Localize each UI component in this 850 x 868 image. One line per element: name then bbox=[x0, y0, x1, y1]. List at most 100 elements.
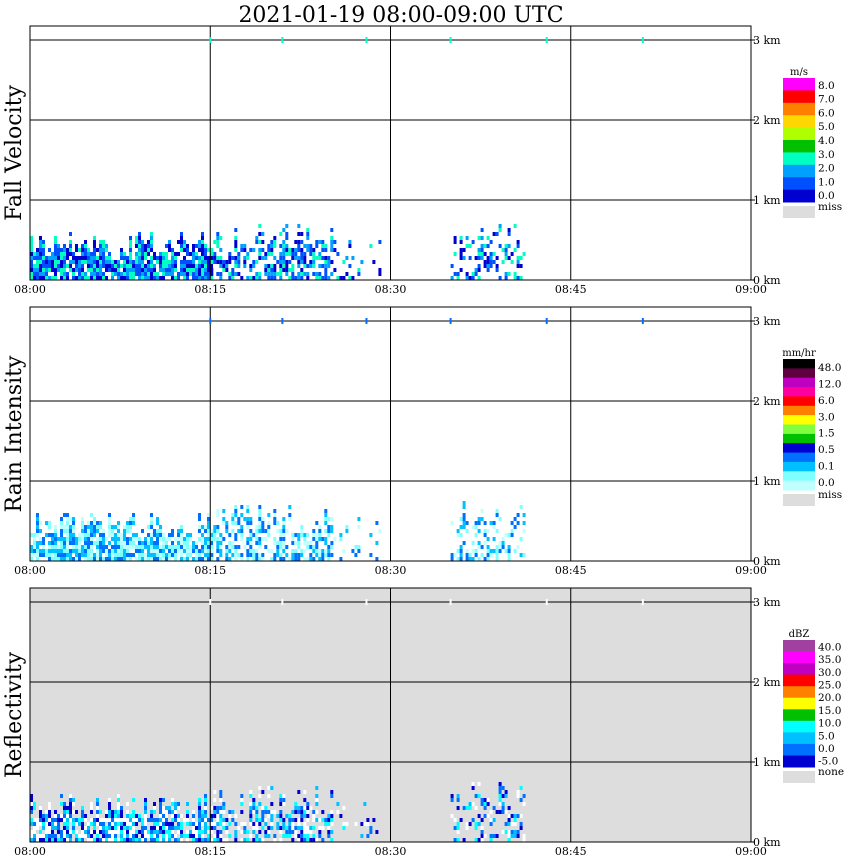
echo-cell bbox=[282, 260, 286, 264]
echo-cell bbox=[117, 830, 120, 834]
echo-cell bbox=[483, 557, 487, 561]
echo-cell bbox=[486, 260, 490, 264]
echo-cell bbox=[297, 557, 301, 561]
echo-cell bbox=[207, 264, 210, 268]
echo-cell bbox=[138, 830, 141, 834]
echo-cell bbox=[366, 834, 370, 838]
echo-cell bbox=[147, 264, 150, 268]
echo-cell bbox=[99, 252, 102, 256]
echo-cell bbox=[99, 240, 102, 244]
echo-cell bbox=[258, 240, 262, 244]
echo-cell bbox=[186, 810, 189, 814]
echo-cell bbox=[513, 822, 517, 826]
echo-cell bbox=[69, 818, 72, 822]
echo-cell bbox=[90, 838, 93, 842]
echo-cell bbox=[63, 810, 66, 814]
echo-cell bbox=[258, 521, 262, 525]
echo-cell bbox=[186, 818, 189, 822]
echo-cell bbox=[249, 549, 253, 553]
figure-title: 2021-01-19 08:00-09:00 UTC bbox=[238, 3, 563, 28]
echo-cell bbox=[360, 260, 364, 264]
echo-cell bbox=[258, 248, 262, 252]
echo-cell bbox=[93, 252, 96, 256]
echo-cell bbox=[147, 830, 150, 834]
echo-cell bbox=[90, 525, 93, 529]
echo-cell bbox=[159, 260, 162, 264]
echo-cell bbox=[351, 256, 355, 260]
echo-cell bbox=[54, 260, 57, 264]
echo-cell bbox=[39, 537, 42, 541]
echo-cell bbox=[120, 549, 123, 553]
echo-cell bbox=[249, 268, 253, 272]
echo-cell bbox=[120, 826, 123, 830]
echo-cell bbox=[177, 533, 180, 537]
echo-cell bbox=[522, 802, 526, 806]
echo-cell bbox=[120, 272, 123, 276]
echo-cell bbox=[303, 256, 307, 260]
echo-cell bbox=[339, 557, 343, 561]
echo-cell bbox=[234, 513, 238, 517]
echo-cell bbox=[132, 517, 135, 521]
echo-cell bbox=[120, 248, 123, 252]
echo-cell bbox=[495, 557, 499, 561]
echo-cell bbox=[522, 529, 526, 533]
echo-cell bbox=[129, 838, 132, 842]
echo-cell bbox=[81, 517, 84, 521]
echo-cell bbox=[309, 252, 313, 256]
echo-cell bbox=[237, 521, 241, 525]
echo-cell bbox=[114, 822, 117, 826]
echo-cell bbox=[516, 830, 520, 834]
echo-cell bbox=[105, 826, 108, 830]
echo-cell bbox=[84, 814, 87, 818]
echo-cell bbox=[255, 806, 259, 810]
echo-cell bbox=[171, 830, 174, 834]
echo-cell bbox=[198, 810, 201, 814]
echo-cell bbox=[159, 830, 162, 834]
echo-cell bbox=[123, 537, 126, 541]
echo-cell bbox=[357, 549, 361, 553]
echo-cell bbox=[219, 541, 223, 545]
echo-cell bbox=[63, 822, 66, 826]
echo-cell bbox=[264, 537, 268, 541]
echo-cell bbox=[84, 272, 87, 276]
echo-cell bbox=[51, 537, 54, 541]
echo-cell bbox=[216, 236, 220, 240]
echo-cell bbox=[63, 276, 66, 280]
echo-cell bbox=[66, 256, 69, 260]
echo-cell bbox=[309, 830, 313, 834]
echo-cell bbox=[84, 248, 87, 252]
echo-cell bbox=[228, 549, 232, 553]
echo-cell bbox=[168, 260, 171, 264]
echo-cell bbox=[201, 525, 204, 529]
echo-cell bbox=[162, 252, 165, 256]
echo-cell bbox=[132, 834, 135, 838]
echo-cell bbox=[36, 525, 39, 529]
echo-cell bbox=[297, 240, 301, 244]
echo-cell bbox=[165, 810, 168, 814]
echo-cell bbox=[174, 545, 177, 549]
echo-cell bbox=[84, 529, 87, 533]
top-mark bbox=[209, 318, 212, 324]
echo-cell bbox=[234, 521, 238, 525]
legend-swatch bbox=[783, 480, 815, 491]
echo-cell bbox=[30, 830, 33, 834]
echo-cell bbox=[351, 276, 355, 280]
echo-cell bbox=[144, 830, 147, 834]
echo-cell bbox=[300, 810, 304, 814]
echo-cell bbox=[225, 830, 229, 834]
echo-cell bbox=[141, 818, 144, 822]
legend-label: 2.0 bbox=[818, 163, 835, 175]
echo-cell bbox=[324, 822, 328, 826]
echo-cell bbox=[63, 826, 66, 830]
echo-cell bbox=[261, 838, 265, 842]
echo-cell bbox=[54, 276, 57, 280]
echo-cell bbox=[342, 826, 346, 830]
echo-cell bbox=[78, 553, 81, 557]
echo-cell bbox=[138, 272, 141, 276]
echo-cell bbox=[276, 822, 280, 826]
echo-cell bbox=[477, 814, 481, 818]
echo-cell bbox=[228, 256, 232, 260]
echo-cell bbox=[264, 806, 268, 810]
echo-cell bbox=[42, 834, 45, 838]
echo-cell bbox=[60, 252, 63, 256]
